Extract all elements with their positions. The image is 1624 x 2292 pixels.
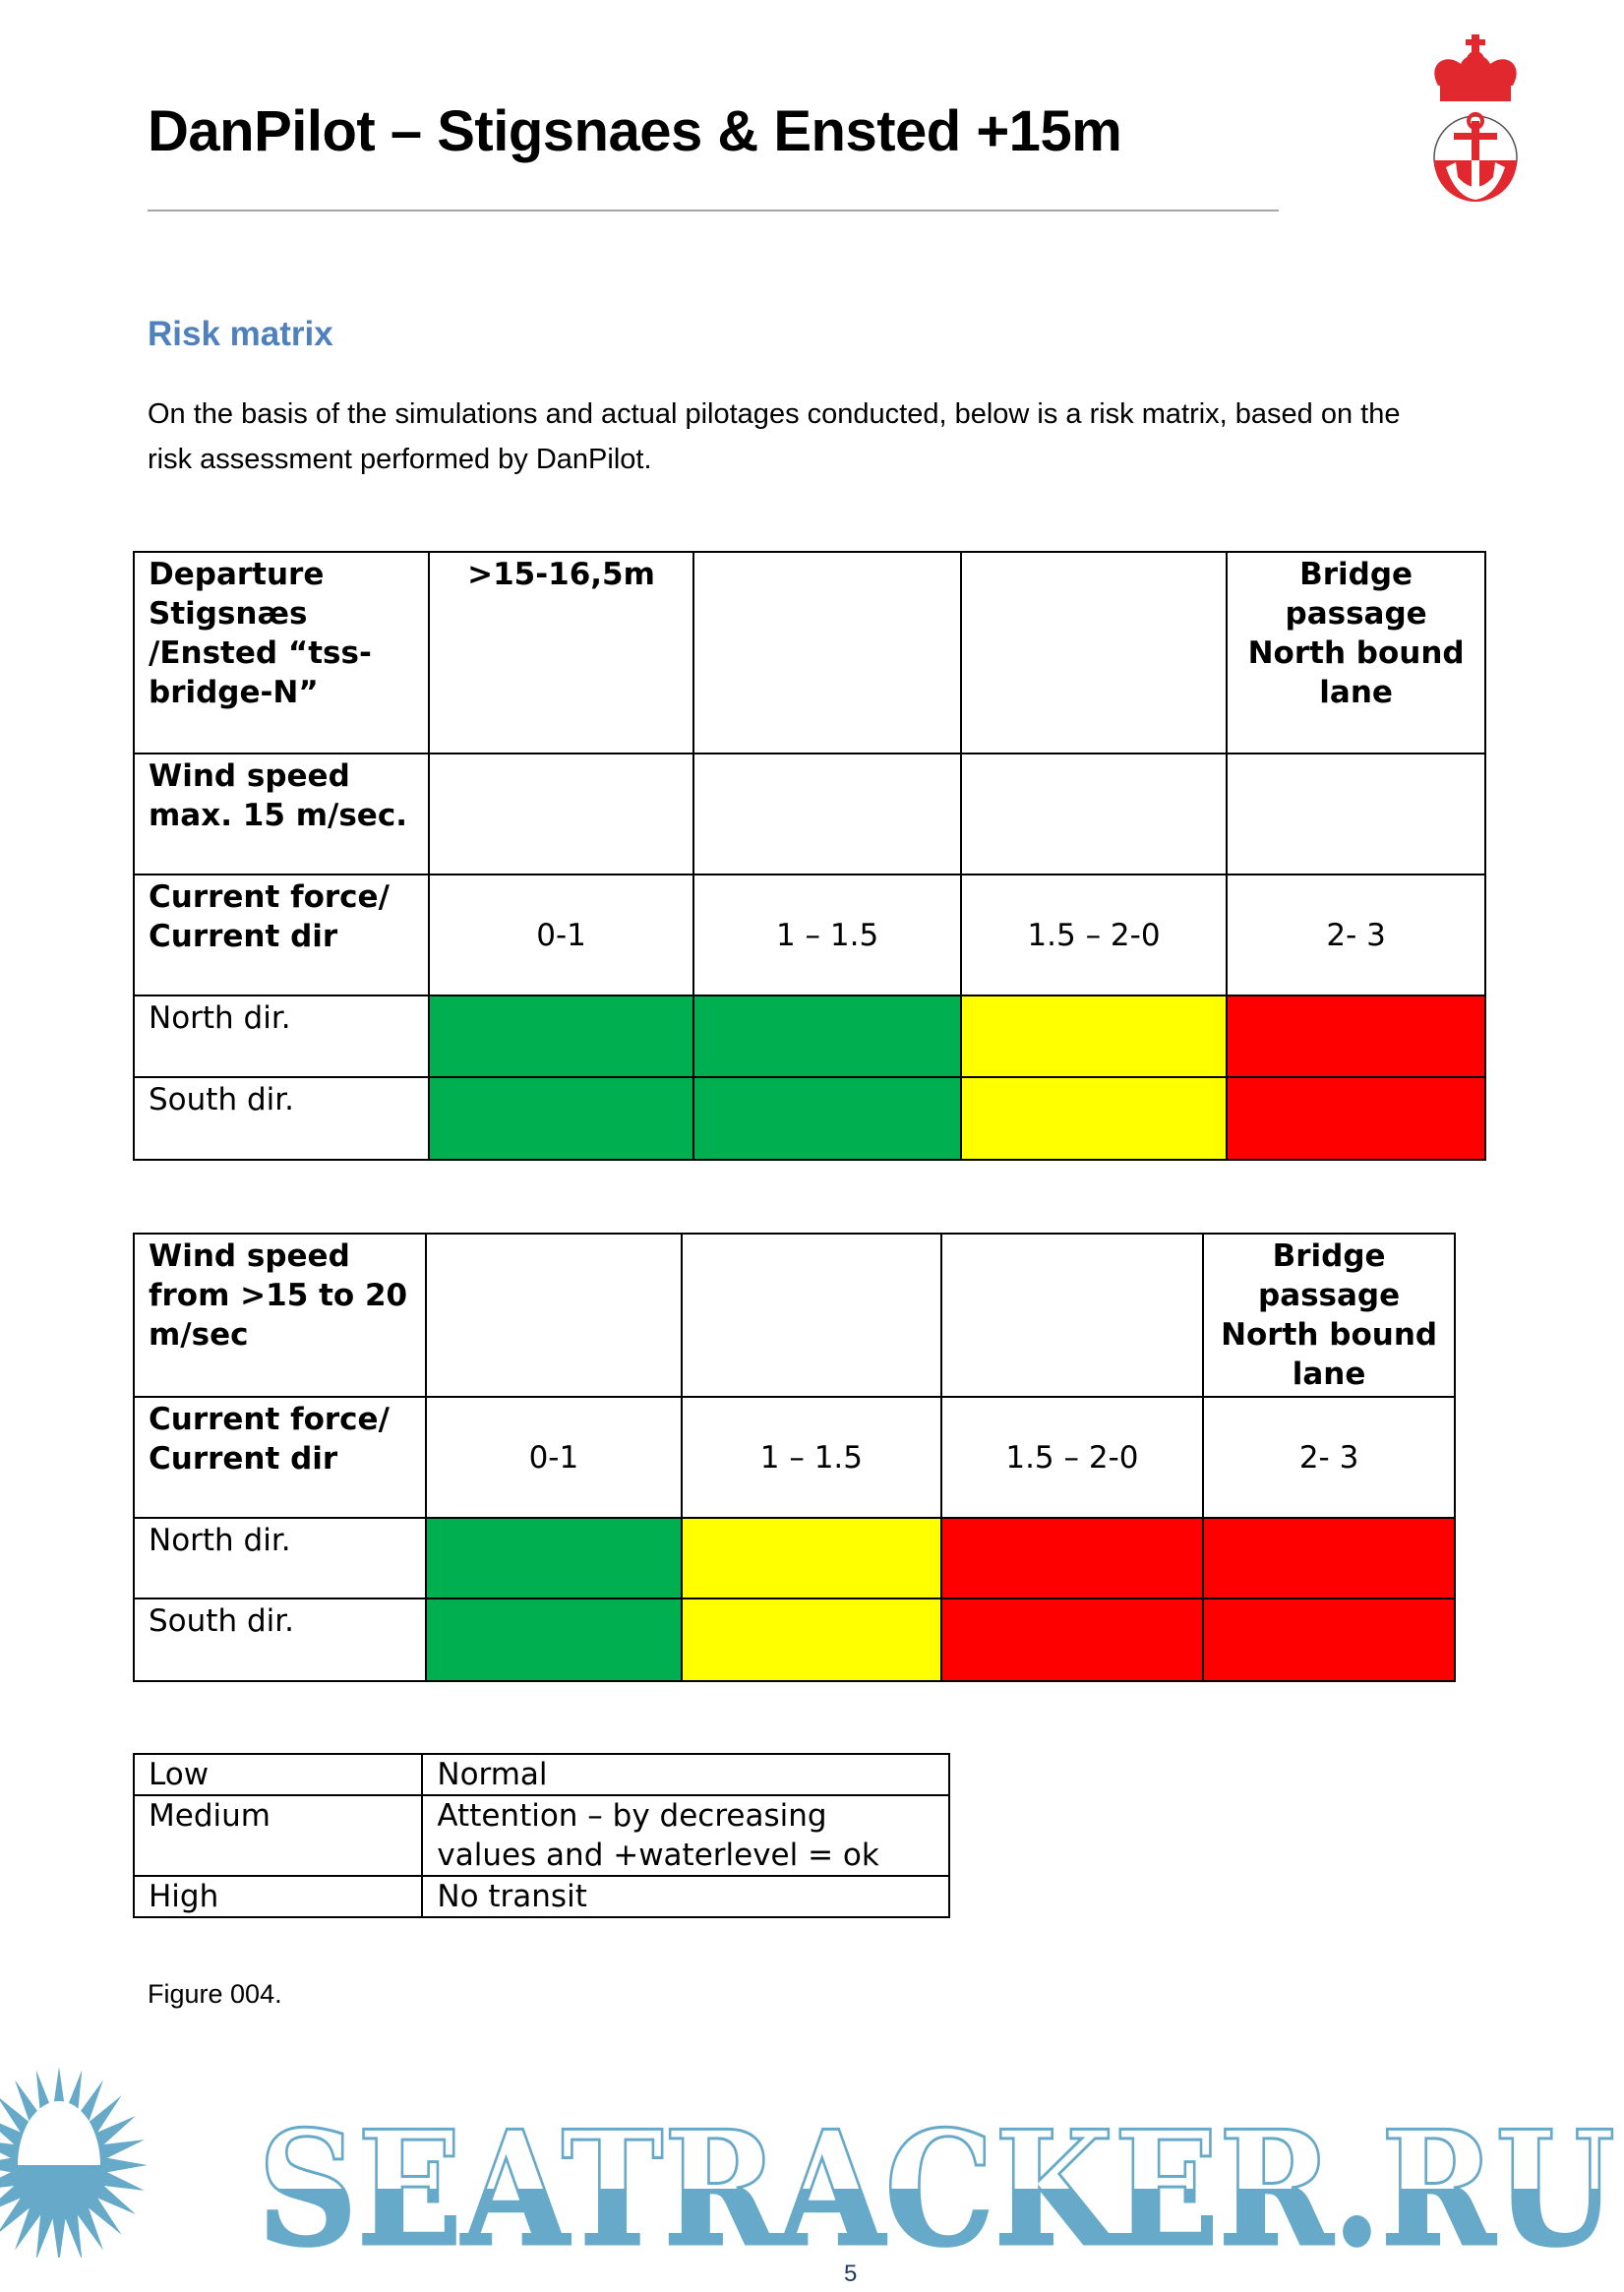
empty-cell	[681, 1233, 942, 1398]
header-divider	[148, 210, 1279, 211]
risk-cell-low	[692, 1076, 962, 1161]
range-cell: 2- 3	[1202, 1396, 1456, 1519]
risk-matrix-table-2: Wind speed from >15 to 20 m/sec Bridge p…	[133, 1233, 1456, 1682]
draft-cell: >15-16,5m	[427, 551, 695, 754]
risk-cell-low	[427, 1076, 695, 1161]
empty-cell	[959, 551, 1229, 754]
risk-cell-low	[692, 995, 962, 1078]
risk-cell-medium	[681, 1598, 942, 1682]
current-label-cell: Current force/ Current dir	[133, 874, 430, 996]
table-row: Current force/ Current dir 0-1 1 – 1.5 1…	[133, 874, 1486, 996]
table-row: Wind speed from >15 to 20 m/sec Bridge p…	[133, 1233, 1456, 1398]
table-row: Departure Stigsnæs /Ensted “tss-bridge-N…	[133, 551, 1486, 754]
range-cell: 0-1	[424, 1396, 684, 1519]
legend-level: High	[132, 1875, 424, 1918]
legend-meaning: No transit	[421, 1875, 950, 1918]
current-label-cell: Current force/ Current dir	[133, 1396, 427, 1519]
direction-cell: South dir.	[133, 1076, 430, 1161]
empty-cell	[424, 1233, 684, 1398]
direction-cell: South dir.	[133, 1598, 427, 1682]
section-heading: Risk matrix	[148, 315, 333, 353]
bridge-cell: Bridge passage North bound lane	[1226, 551, 1486, 754]
wind-cell: Wind speed max. 15 m/sec.	[133, 753, 430, 875]
table-row: South dir.	[133, 1598, 1456, 1682]
legend-meaning: Attention – by decreasing values and +wa…	[421, 1794, 950, 1877]
intro-paragraph: On the basis of the simulations and actu…	[148, 398, 1401, 475]
empty-cell	[1226, 753, 1486, 875]
seatracker-watermark: SEATRACKER.RU	[0, 2067, 1617, 2258]
range-cell: 1.5 – 2-0	[939, 1396, 1205, 1519]
table-row: North dir.	[133, 1517, 1456, 1599]
legend-table: Low Normal Medium Attention – by decreasin…	[132, 1753, 950, 1918]
risk-cell-low	[424, 1598, 684, 1682]
direction-cell: North dir.	[133, 995, 430, 1078]
legend-level: Low	[132, 1753, 424, 1796]
empty-cell	[692, 551, 962, 754]
risk-cell-high	[939, 1598, 1205, 1682]
range-cell: 0-1	[427, 874, 695, 996]
figure-caption: Figure 004.	[148, 1979, 282, 2009]
risk-cell-high	[1202, 1517, 1456, 1599]
sun-icon	[0, 2067, 148, 2258]
table-row: Wind speed max. 15 m/sec.	[133, 753, 1486, 875]
table-row: Current force/ Current dir 0-1 1 – 1.5 1…	[133, 1396, 1456, 1519]
legend-row: Medium Attention – by decreasing values a…	[132, 1794, 950, 1877]
risk-matrix-table-1: Departure Stigsnæs /Ensted “tss-bridge-N…	[133, 551, 1486, 1161]
page-title: DanPilot – Stigsnaes & Ensted +15m	[148, 99, 1122, 163]
page-number: 5	[844, 2261, 858, 2287]
table-row: South dir.	[133, 1076, 1486, 1161]
risk-cell-medium	[959, 1076, 1229, 1161]
risk-cell-low	[424, 1517, 684, 1599]
range-cell: 1.5 – 2-0	[959, 874, 1229, 996]
danpilot-logo	[1433, 34, 1518, 202]
risk-cell-low	[427, 995, 695, 1078]
direction-cell: North dir.	[133, 1517, 427, 1599]
legend-row: High No transit	[132, 1875, 950, 1918]
range-cell: 2- 3	[1226, 874, 1486, 996]
risk-cell-medium	[681, 1517, 942, 1599]
legend-level: Medium	[132, 1794, 424, 1877]
range-cell: 1 – 1.5	[681, 1396, 942, 1519]
empty-cell	[427, 753, 695, 875]
empty-cell	[692, 753, 962, 875]
watermark-text: SEATRACKER.RU	[258, 2096, 1615, 2258]
risk-cell-medium	[959, 995, 1229, 1078]
empty-cell	[939, 1233, 1205, 1398]
legend-row: Low Normal	[132, 1753, 950, 1796]
bridge-cell: Bridge passage North bound lane	[1202, 1233, 1456, 1398]
empty-cell	[959, 753, 1229, 875]
risk-cell-high	[1226, 1076, 1486, 1161]
legend-meaning: Normal	[421, 1753, 950, 1796]
risk-cell-high	[939, 1517, 1205, 1599]
range-cell: 1 – 1.5	[692, 874, 962, 996]
risk-cell-high	[1226, 995, 1486, 1078]
table-row: North dir.	[133, 995, 1486, 1078]
risk-cell-high	[1202, 1598, 1456, 1682]
corner-cell: Departure Stigsnæs /Ensted “tss-bridge-N…	[133, 551, 430, 754]
wind-cell: Wind speed from >15 to 20 m/sec	[133, 1233, 427, 1398]
